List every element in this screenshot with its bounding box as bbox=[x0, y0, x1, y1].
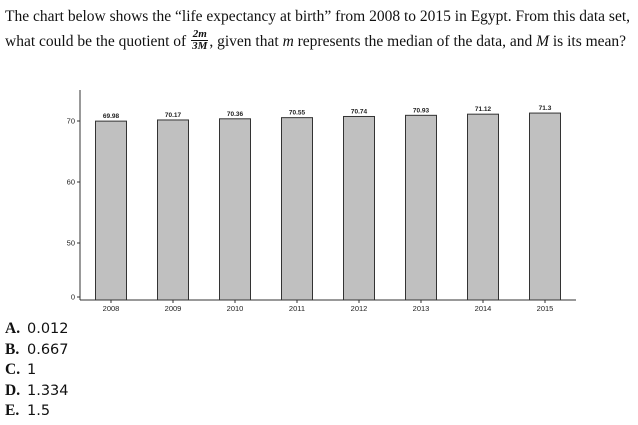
y-tick-label: 60 bbox=[67, 178, 75, 187]
question-part-3: represents the median of the data, and bbox=[297, 33, 533, 50]
data-label: 70.55 bbox=[289, 110, 306, 117]
option-b[interactable]: B. 0.667 bbox=[5, 340, 69, 361]
question-part-1: The chart below shows the “life expectan… bbox=[5, 8, 631, 50]
fraction: 2m 3M bbox=[191, 27, 209, 52]
option-a-value: 0.012 bbox=[27, 321, 69, 337]
x-tick-label: 2014 bbox=[475, 304, 492, 313]
bar-chart: 69.98 70.17 70.36 70.55 70.74 70.93 71.12 71.3 … bbox=[67, 90, 576, 313]
data-label: 71.3 bbox=[539, 105, 552, 112]
data-label: 70.93 bbox=[413, 107, 430, 114]
variable-m: m bbox=[282, 33, 294, 50]
option-d-value: 1.334 bbox=[27, 382, 69, 399]
data-label: 70.74 bbox=[351, 108, 368, 115]
axes-layer: 2008 2009 2010 2011 2012 2013 2014 2015 0 50 60 70 bbox=[67, 90, 576, 313]
fraction-numerator: 2m bbox=[191, 27, 209, 41]
bar bbox=[467, 113, 499, 301]
question-part-4: is its mean? bbox=[552, 33, 627, 50]
y-tick-label: 70 bbox=[67, 117, 75, 126]
x-tick-label: 2008 bbox=[103, 304, 120, 313]
bars-layer: 69.98 70.17 70.36 70.55 70.74 70.93 71.12 71.3 bbox=[95, 105, 561, 301]
bar bbox=[529, 112, 561, 301]
x-tick-label: 2009 bbox=[165, 304, 182, 313]
option-b-letter: B. bbox=[5, 340, 20, 358]
question-part-2: , given that bbox=[209, 33, 279, 50]
option-c-value: 1 bbox=[27, 362, 37, 378]
y-tick-label: 50 bbox=[67, 239, 75, 248]
option-a-letter: A. bbox=[5, 320, 21, 337]
option-e-letter: E. bbox=[5, 402, 20, 419]
data-label: 69.98 bbox=[103, 113, 120, 120]
data-label: 71.12 bbox=[475, 106, 492, 113]
bar bbox=[95, 120, 127, 301]
option-b-value: 0.667 bbox=[27, 341, 69, 358]
fraction-denominator: 3M bbox=[192, 39, 208, 52]
variable-M: M bbox=[536, 33, 549, 50]
data-label: 70.17 bbox=[165, 112, 182, 119]
option-c[interactable]: C. 1 bbox=[5, 360, 69, 381]
x-tick-label: 2011 bbox=[289, 304, 305, 313]
option-d[interactable]: D. 1.334 bbox=[5, 381, 69, 402]
question-text: The chart below shows the “life expectan… bbox=[5, 4, 633, 54]
bar bbox=[405, 114, 437, 301]
bar bbox=[281, 117, 313, 301]
option-e-value: 1.5 bbox=[27, 403, 51, 419]
option-d-letter: D. bbox=[5, 381, 21, 399]
y-tick-label: 0 bbox=[71, 293, 75, 302]
bar bbox=[343, 115, 375, 301]
bar bbox=[219, 118, 251, 301]
option-e[interactable]: E. 1.5 bbox=[5, 401, 69, 422]
answer-options: A. 0.012 B. 0.667 C. 1 D. 1.334 E. 1.5 bbox=[5, 319, 69, 422]
data-label: 70.36 bbox=[227, 111, 244, 118]
option-c-letter: C. bbox=[5, 361, 21, 378]
x-tick-label: 2012 bbox=[351, 304, 368, 313]
x-tick-label: 2010 bbox=[227, 304, 244, 313]
x-tick-label: 2013 bbox=[413, 304, 430, 313]
option-a[interactable]: A. 0.012 bbox=[5, 319, 69, 340]
bar bbox=[157, 119, 189, 301]
x-tick-label: 2015 bbox=[537, 304, 554, 313]
